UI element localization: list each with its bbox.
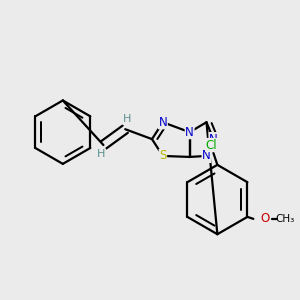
Text: N: N xyxy=(158,116,167,129)
Text: H: H xyxy=(123,114,131,124)
Text: N: N xyxy=(202,149,211,162)
Text: O: O xyxy=(261,212,270,225)
Text: S: S xyxy=(159,149,167,162)
Text: Cl: Cl xyxy=(206,139,217,152)
Text: CH₃: CH₃ xyxy=(275,214,295,224)
Text: N: N xyxy=(209,133,218,146)
Text: H: H xyxy=(97,149,106,159)
Text: N: N xyxy=(185,126,194,139)
